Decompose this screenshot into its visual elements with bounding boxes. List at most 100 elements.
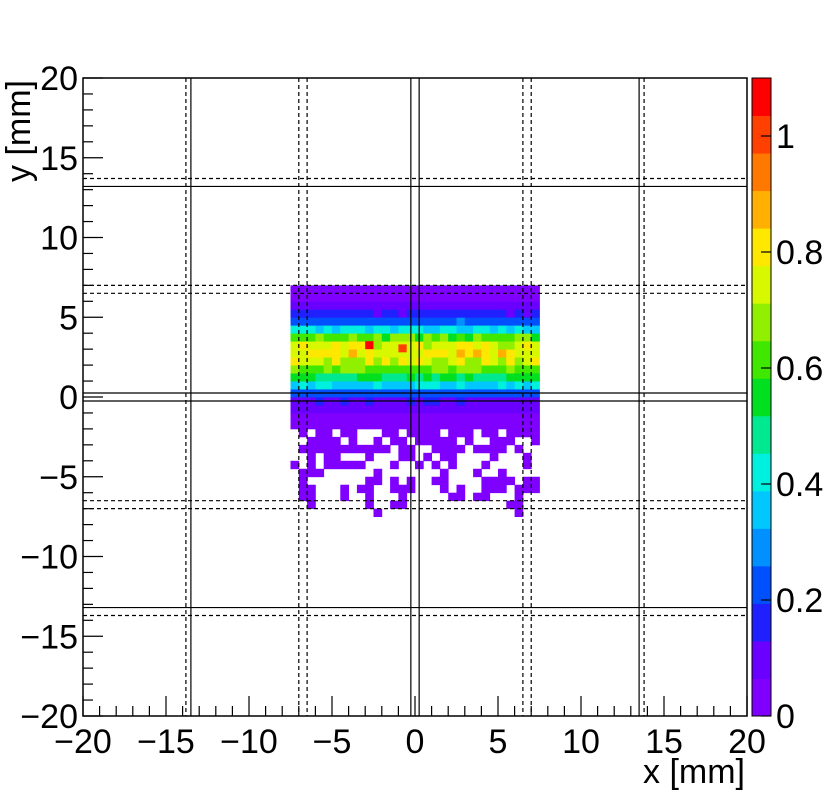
heatmap-cell xyxy=(390,317,399,326)
heatmap-cell xyxy=(381,293,391,302)
heatmap-cell xyxy=(464,309,474,318)
heatmap-cell xyxy=(298,301,308,310)
heatmap-cell xyxy=(365,349,374,358)
heatmap-cell xyxy=(298,492,308,502)
heatmap-cell xyxy=(390,404,399,414)
heatmap-cell xyxy=(439,293,449,302)
heatmap-cell xyxy=(298,341,308,350)
heatmap-cell xyxy=(373,365,383,374)
heatmap-cell xyxy=(307,285,316,294)
heatmap-cell xyxy=(315,468,325,478)
heatmap-cell xyxy=(307,381,316,390)
y-tick-label: 15 xyxy=(40,140,78,178)
heatmap-cell xyxy=(439,309,449,318)
heatmap-cell xyxy=(456,349,466,358)
heatmap-cell xyxy=(514,285,524,294)
heatmap-cell xyxy=(481,293,491,302)
heatmap-cell xyxy=(423,357,432,366)
heatmap-cell xyxy=(481,325,491,334)
heatmap-cell xyxy=(439,420,449,430)
heatmap-cell xyxy=(522,285,532,294)
heatmap-cell xyxy=(323,420,333,430)
heatmap-cell xyxy=(348,285,358,294)
heatmap-cell xyxy=(373,341,383,350)
heatmap-cell xyxy=(298,468,308,478)
heatmap-cell xyxy=(423,317,432,326)
heatmap-cell xyxy=(323,301,333,310)
heatmap-cell xyxy=(498,285,507,294)
heatmap-cell xyxy=(439,357,449,366)
heatmap-cell xyxy=(332,420,341,430)
heatmap-cell xyxy=(514,309,524,318)
heatmap-cell xyxy=(506,373,515,382)
heatmap-cell xyxy=(390,333,399,342)
x-tick-label: −10 xyxy=(220,723,278,761)
heatmap-cell xyxy=(473,365,482,374)
heatmap-cell xyxy=(439,452,449,462)
heatmap-cell xyxy=(514,317,524,326)
heatmap-cell xyxy=(340,404,349,414)
heatmap-cell xyxy=(448,412,457,422)
colorbar-swatch xyxy=(752,78,771,117)
heatmap-cell xyxy=(348,412,358,422)
heatmap-cell xyxy=(489,412,499,422)
heatmap-cell xyxy=(315,349,325,358)
heatmap-cell xyxy=(315,420,325,430)
heatmap-cell xyxy=(340,381,349,390)
heatmap-cell xyxy=(365,412,374,422)
heatmap-cell xyxy=(522,365,532,374)
heatmap-cell xyxy=(498,436,507,446)
heatmap-cell xyxy=(348,436,358,446)
heatmap-cell xyxy=(356,285,366,294)
heatmap-cell xyxy=(448,404,457,414)
colorbar-swatch xyxy=(752,265,771,304)
heatmap-cell xyxy=(340,460,349,470)
heatmap-cell xyxy=(514,357,524,366)
heatmap-cell xyxy=(323,373,333,382)
heatmap-cell xyxy=(514,484,524,494)
heatmap-cell xyxy=(473,373,482,382)
heatmap-cell xyxy=(531,476,540,486)
axis-ticks xyxy=(82,77,748,717)
heatmap-cell xyxy=(390,484,399,494)
heatmap-hot-spot xyxy=(398,344,407,353)
heatmap-cell xyxy=(298,420,308,430)
heatmap-cell xyxy=(332,365,341,374)
heatmap-cell xyxy=(448,285,457,294)
heatmap-cell xyxy=(473,404,482,414)
heatmap-cell xyxy=(522,317,532,326)
heatmap-cell xyxy=(315,381,325,390)
heatmap-cell xyxy=(290,412,300,422)
heatmap-cell xyxy=(307,404,316,414)
heatmap-cell xyxy=(390,349,399,358)
heatmap-cell xyxy=(531,373,540,382)
heatmap-cell xyxy=(315,428,325,438)
x-tick-label: −5 xyxy=(313,723,352,761)
heatmap-cell xyxy=(398,381,408,390)
heatmap-cell xyxy=(464,301,474,310)
heatmap-cell xyxy=(348,317,358,326)
heatmap-cell xyxy=(315,301,325,310)
heatmap-cell xyxy=(365,301,374,310)
heatmap-cell xyxy=(531,325,540,334)
heatmap-cell xyxy=(315,436,325,446)
heatmap-cell xyxy=(323,412,333,422)
heatmap-cell xyxy=(307,325,316,334)
heatmap-cell xyxy=(456,365,466,374)
heatmap-cell xyxy=(464,293,474,302)
heatmap-cell xyxy=(381,357,391,366)
heatmap-cell xyxy=(431,341,441,350)
heatmap-cell xyxy=(456,325,466,334)
heatmap-cell xyxy=(522,381,532,390)
heatmap-cell xyxy=(481,492,491,502)
heatmap-cell xyxy=(348,444,358,454)
heatmap-cell xyxy=(381,333,391,342)
colorbar-swatch xyxy=(752,115,771,154)
heatmap-cell xyxy=(348,341,358,350)
heatmap-cell xyxy=(456,301,466,310)
heatmap-cell xyxy=(522,301,532,310)
heatmap-cell xyxy=(323,460,333,470)
heatmap-cell xyxy=(373,420,383,430)
heatmap-cell xyxy=(531,333,540,342)
colorbar-tick-label: 1 xyxy=(776,118,795,156)
